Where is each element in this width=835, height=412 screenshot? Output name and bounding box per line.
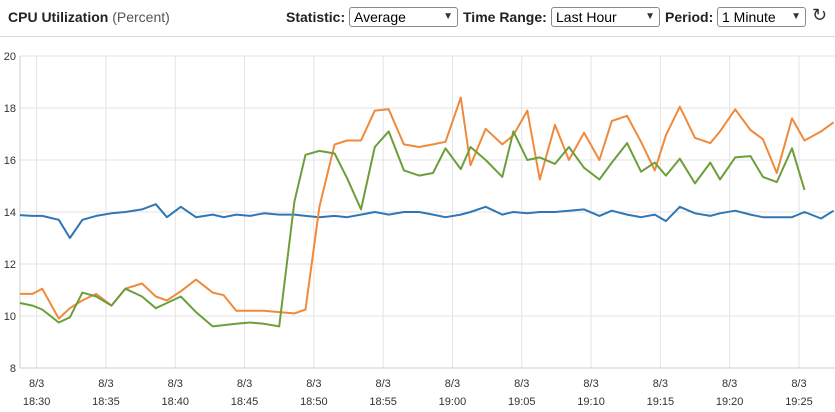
x-tick-date: 8/3: [514, 378, 529, 390]
statistic-label: Statistic:: [286, 9, 346, 25]
y-tick-label: 20: [4, 51, 16, 63]
x-tick-date: 8/3: [445, 378, 460, 390]
x-tick-time: 19:15: [647, 396, 675, 408]
y-tick-label: 16: [4, 155, 16, 167]
x-tick-date: 8/3: [168, 378, 183, 390]
period-label: Period:: [665, 9, 714, 25]
x-tick-time: 19:25: [785, 396, 813, 408]
period-select[interactable]: 1 Minute ▼: [717, 7, 806, 27]
x-tick-time: 19:00: [439, 396, 467, 408]
y-tick-label: 12: [4, 259, 16, 271]
period-select-value: 1 Minute: [722, 9, 776, 25]
x-tick-time: 19:20: [716, 396, 744, 408]
x-tick-date: 8/3: [29, 378, 44, 390]
series-line-green: [19, 130, 806, 328]
x-tick-date: 8/3: [791, 378, 806, 390]
chevron-down-icon: ▼: [791, 11, 801, 22]
x-tick-time: 18:40: [161, 396, 189, 408]
x-tick-date: 8/3: [722, 378, 737, 390]
chart-title: CPU Utilization (Percent): [8, 9, 170, 25]
y-axis: 8 10 12 14 16 18 20: [4, 51, 21, 375]
chart-header: CPU Utilization (Percent) Statistic: Ave…: [0, 0, 835, 37]
statistic-select[interactable]: Average ▼: [349, 7, 458, 27]
x-tick-time: 18:50: [300, 396, 328, 408]
x-tick-date: 8/3: [653, 378, 668, 390]
x-tick-time: 18:45: [231, 396, 259, 408]
time-range-label: Time Range:: [463, 9, 547, 25]
x-tick-date: 8/3: [375, 378, 390, 390]
x-tick-time: 18:30: [23, 396, 51, 408]
x-tick-date: 8/3: [98, 378, 113, 390]
x-tick-date: 8/3: [583, 378, 598, 390]
y-tick-label: 14: [4, 207, 16, 219]
x-tick-time: 18:55: [369, 396, 397, 408]
y-tick-label: 18: [4, 103, 16, 115]
x-tick-time: 18:35: [92, 396, 120, 408]
x-axis: 8/3 18:30 8/3 18:35 8/3 18:40 8/3 18:45 8/3 18:50…: [20, 367, 835, 408]
y-tick-label: 8: [10, 363, 16, 375]
time-range-select[interactable]: Last Hour ▼: [551, 7, 660, 27]
chart-lines: [19, 96, 835, 328]
y-tick-label: 10: [4, 311, 16, 323]
x-tick-date: 8/3: [237, 378, 252, 390]
x-tick-time: 19:05: [508, 396, 536, 408]
statistic-select-value: Average: [354, 9, 406, 25]
series-line-blue: [19, 203, 835, 239]
x-tick-time: 19:10: [577, 396, 605, 408]
chart-title-text: CPU Utilization: [8, 9, 109, 25]
time-range-select-value: Last Hour: [556, 9, 617, 25]
chevron-down-icon: ▼: [645, 11, 655, 22]
chevron-down-icon: ▼: [443, 11, 453, 22]
series-line-orange: [20, 96, 835, 320]
chart-unit: (Percent): [112, 9, 170, 25]
refresh-icon[interactable]: ↻: [812, 5, 828, 25]
x-tick-date: 8/3: [306, 378, 321, 390]
chart-grid: [20, 55, 835, 369]
